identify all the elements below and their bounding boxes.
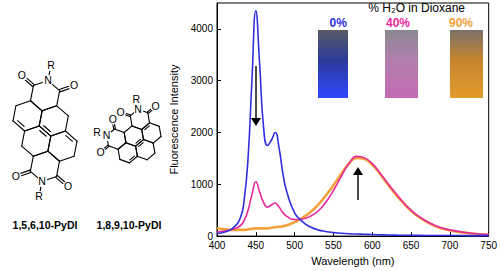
svg-text:0: 0 [207,230,213,242]
svg-text:1000: 1000 [191,179,214,190]
svg-text:N: N [44,74,52,86]
svg-text:O: O [96,146,104,158]
svg-text:R: R [93,126,101,138]
svg-text:600: 600 [364,240,381,251]
svg-text:R: R [47,59,55,71]
svg-text:550: 550 [325,240,342,251]
svg-text:% H₂O in Dioxane: % H₂O in Dioxane [368,1,465,15]
svg-text:O: O [109,113,117,125]
svg-text:R: R [35,190,43,202]
svg-text:1,8,9,10-PyDI: 1,8,9,10-PyDI [97,219,162,231]
svg-text:O: O [12,170,20,182]
svg-text:700: 700 [442,240,459,251]
svg-text:1,5,6,10-PyDI: 1,5,6,10-PyDI [13,219,78,231]
svg-text:4000: 4000 [191,23,214,34]
svg-text:2000: 2000 [191,127,214,138]
svg-text:O: O [18,69,26,81]
svg-text:R: R [133,93,141,105]
svg-text:Wavelength (nm): Wavelength (nm) [311,255,394,267]
svg-text:N: N [134,103,142,115]
svg-text:O: O [152,100,160,112]
svg-text:O: O [117,106,125,118]
svg-text:400: 400 [209,240,226,251]
svg-text:Fluorescence Intensity: Fluorescence Intensity [168,64,180,175]
svg-text:40%: 40% [386,16,410,30]
svg-text:0%: 0% [330,16,348,30]
svg-text:N: N [38,175,46,187]
svg-text:90%: 90% [449,16,473,30]
svg-text:750: 750 [480,240,497,251]
svg-text:650: 650 [403,240,420,251]
svg-text:500: 500 [286,240,303,251]
svg-text:O: O [64,180,72,192]
svg-text:450: 450 [247,240,264,251]
svg-text:N: N [103,129,111,141]
svg-text:3000: 3000 [191,75,214,86]
svg-text:O: O [70,79,78,91]
